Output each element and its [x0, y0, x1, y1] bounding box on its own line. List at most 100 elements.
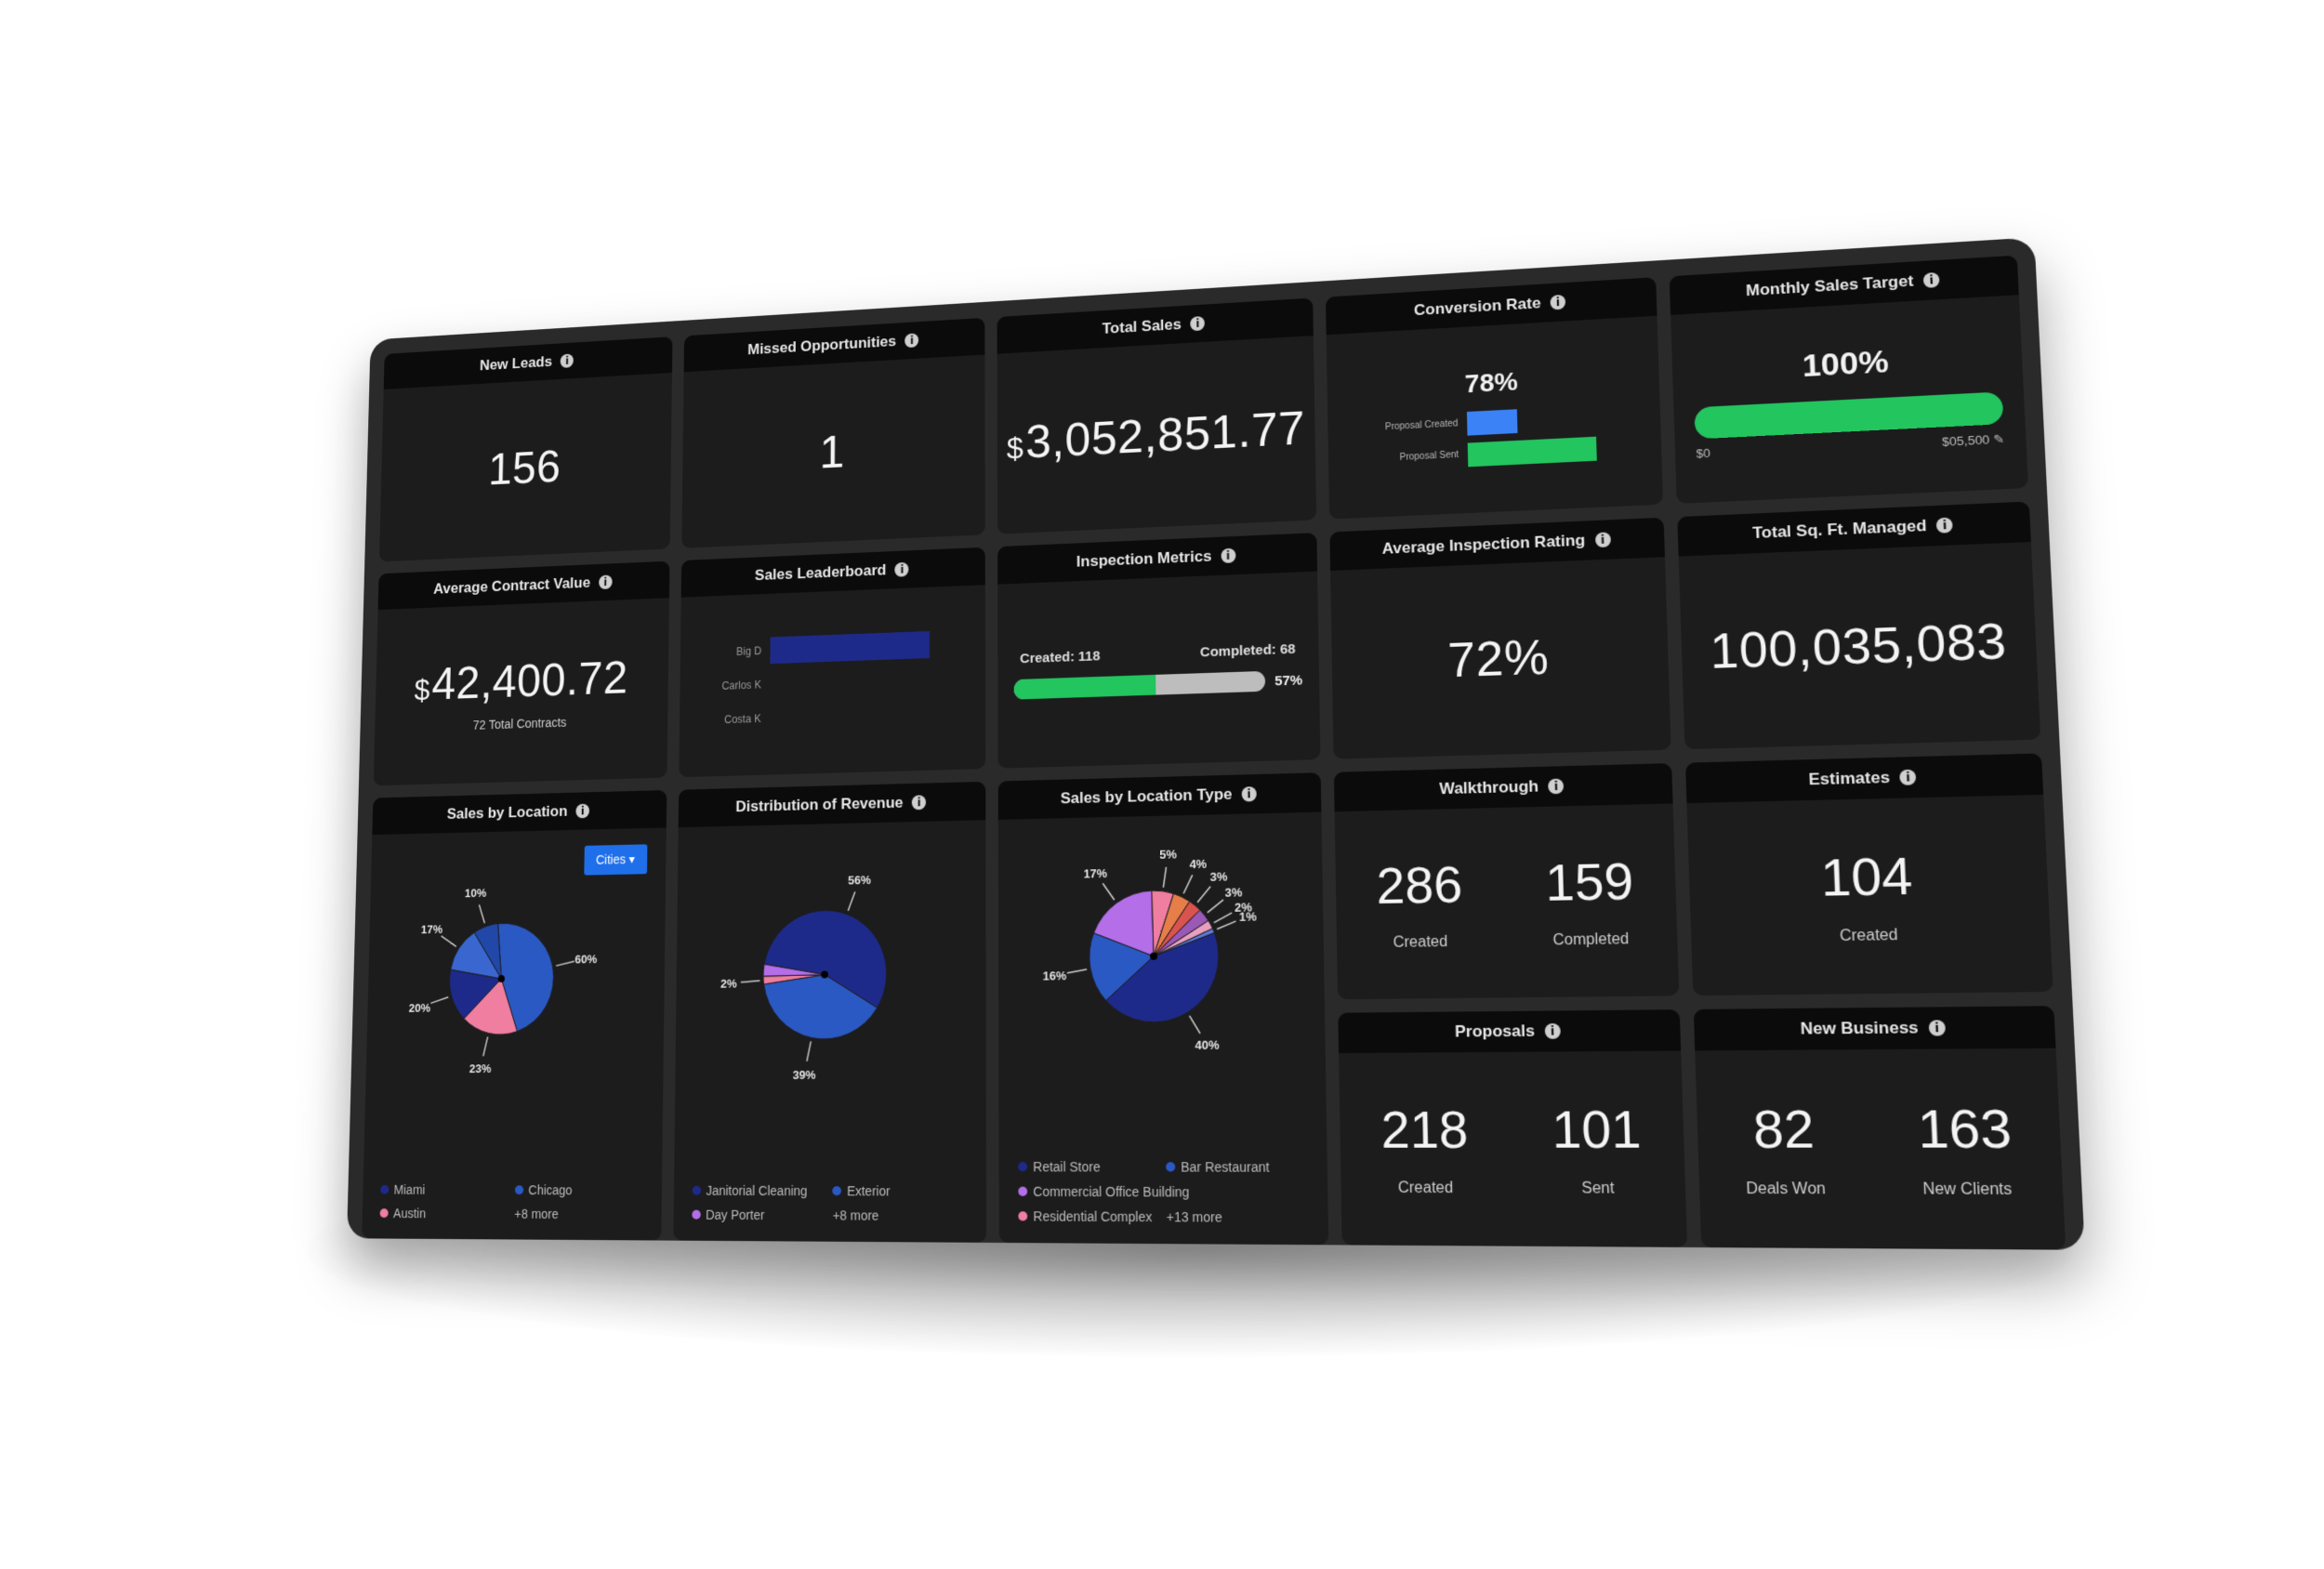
info-icon[interactable]: i	[1241, 786, 1256, 801]
legend-item[interactable]: Bar Restaurant	[1166, 1159, 1307, 1175]
info-icon[interactable]: i	[1544, 1023, 1560, 1039]
pie-area: 40% 16% 17% 5% 4% 3% 3% 2% 1%	[998, 812, 1327, 1160]
leaderboard-name: Big D	[698, 644, 771, 659]
legend-item[interactable]: Austin	[380, 1206, 507, 1220]
stat-pair: 286 Created 159 Completed	[1335, 850, 1678, 953]
legend-label: Austin	[393, 1206, 426, 1220]
conversion-bar-row: Proposal Sent	[1351, 434, 1638, 472]
pie-leader-line	[1183, 875, 1193, 893]
sales-by-location-pie: 60% 23% 20% 17% 10%	[365, 828, 656, 1111]
info-icon[interactable]: i	[1594, 532, 1610, 547]
legend-label: Exterior	[847, 1183, 890, 1198]
pie-data-label: 3%	[1225, 885, 1243, 899]
card-conversion-rate: Conversion Rate i 78% Proposal Created P…	[1326, 277, 1664, 520]
scale-max: $05,500 ✎	[1942, 431, 2005, 450]
card-title: Walkthrough	[1439, 777, 1538, 798]
card-total-sales: Total Sales i $3,052,851.77	[997, 298, 1316, 534]
card-sales-by-location: Sales by Location i Cities ▾ 60% 23% 20% 17…	[362, 790, 667, 1240]
dashboard-grid: New Leads i 156 Missed Opportunities i 1…	[363, 256, 2066, 1232]
pie-data-label: 40%	[1195, 1038, 1219, 1052]
dashboard-board: New Leads i 156 Missed Opportunities i 1…	[347, 237, 2085, 1249]
proposals-sent-value: 101	[1551, 1100, 1642, 1161]
total-sales-value: $3,052,851.77	[1007, 401, 1306, 469]
card-missed-opportunities: Missed Opportunities i 1	[681, 318, 985, 548]
conversion-bar-label: Proposal Sent	[1351, 449, 1468, 465]
inspection-fill	[1013, 675, 1155, 700]
legend-dot	[1166, 1162, 1175, 1171]
info-icon[interactable]: i	[905, 333, 918, 348]
info-icon[interactable]: i	[575, 804, 589, 819]
pie-leader-line	[740, 981, 759, 982]
walkthrough-completed-label: Completed	[1552, 931, 1629, 950]
legend-dot	[692, 1186, 700, 1195]
info-icon[interactable]: i	[1551, 295, 1566, 310]
monthly-target-fill	[1695, 391, 2004, 439]
info-icon[interactable]: i	[1923, 272, 1940, 288]
pie-leader-line	[807, 1041, 811, 1061]
legend-dot	[1019, 1187, 1028, 1196]
legend-dot	[1018, 1162, 1027, 1171]
card-sales-by-location-type: Sales by Location Type i 40% 16% 17% 5% 4% 3%…	[998, 772, 1328, 1245]
legend-item[interactable]: Retail Store	[1018, 1159, 1156, 1175]
pie-data-label: 20%	[409, 1001, 431, 1014]
legend-dot	[380, 1208, 389, 1218]
info-icon[interactable]: i	[561, 353, 574, 368]
estimates-value: 104	[1819, 846, 1913, 908]
card-title: New Business	[1800, 1018, 1919, 1038]
conversion-bar	[1467, 409, 1517, 435]
info-icon[interactable]: i	[1190, 316, 1205, 331]
new-leads-value: 156	[488, 441, 561, 495]
inspection-labels: Created: 118 Completed: 68	[1020, 641, 1296, 666]
proposals-created-label: Created	[1398, 1180, 1454, 1197]
info-icon[interactable]: i	[599, 574, 613, 589]
leaderboard-bar	[770, 630, 930, 663]
legend-dot	[380, 1185, 389, 1194]
stat-pair: 218 Created 101 Sent	[1340, 1099, 1686, 1198]
card-title: Inspection Metrics	[1076, 547, 1212, 572]
legend-more[interactable]: +13 more	[1167, 1209, 1308, 1225]
card-new-leads: New Leads i 156	[379, 336, 672, 561]
legend-item[interactable]: Miami	[380, 1182, 507, 1197]
card-avg-inspection-rating: Average Inspection Rating i 72%	[1329, 518, 1671, 759]
deals-won-value: 82	[1752, 1099, 1816, 1161]
info-icon[interactable]: i	[1900, 770, 1917, 785]
pie-leader-line	[1103, 883, 1114, 900]
legend-item[interactable]: Janitorial Cleaning	[692, 1183, 824, 1198]
legend-item[interactable]: Commercial Office Building	[1019, 1184, 1308, 1200]
info-icon[interactable]: i	[1936, 518, 1953, 534]
info-icon[interactable]: i	[1548, 779, 1564, 795]
card-sales-leaderboard: Sales Leaderboard i Big D Carlos K Costa…	[679, 547, 985, 778]
pie-data-label: 4%	[1190, 857, 1208, 871]
card-title: Sales by Location Type	[1061, 785, 1233, 809]
pie-leader-line	[1190, 1016, 1201, 1034]
legend-more[interactable]: +8 more	[514, 1206, 642, 1222]
pie-leader-line	[479, 904, 485, 923]
info-icon[interactable]: i	[1928, 1020, 1946, 1035]
deals-won-label: Deals Won	[1746, 1180, 1826, 1199]
pie-leader-line	[483, 1036, 488, 1056]
new-clients-label: New Clients	[1922, 1180, 2013, 1199]
info-icon[interactable]: i	[912, 795, 926, 810]
card-total-sqft: Total Sq. Ft. Managed i 100,035,083	[1678, 502, 2041, 750]
card-new-business: New Business i 82 Deals Won 163 New Client…	[1694, 1006, 2066, 1249]
pie-area: 56% 39% 2%	[674, 820, 986, 1183]
walkthrough-completed-value: 159	[1544, 851, 1634, 913]
conversion-bar-label: Proposal Created	[1351, 418, 1468, 434]
info-icon[interactable]: i	[1221, 548, 1235, 563]
card-monthly-sales-target: Monthly Sales Target i 100% $0 $05,500 ✎	[1670, 256, 2028, 504]
legend-item[interactable]: Chicago	[515, 1182, 643, 1197]
pie-leader-line	[1163, 867, 1167, 888]
legend-item[interactable]: Day Porter	[692, 1207, 824, 1223]
leaderboard-list: Big D Carlos K Costa K	[697, 626, 967, 737]
legend-item[interactable]: Residential Complex	[1019, 1208, 1157, 1224]
total-sqft-value: 100,035,083	[1710, 613, 2008, 680]
legend-dot	[1019, 1211, 1028, 1220]
legend-label: Miami	[394, 1182, 426, 1197]
pencil-icon[interactable]: ✎	[1993, 431, 2005, 446]
info-icon[interactable]: i	[895, 562, 909, 577]
legend-label: Commercial Office Building	[1033, 1184, 1189, 1200]
legend-label: Janitorial Cleaning	[706, 1183, 807, 1198]
legend-item[interactable]: Exterior	[833, 1183, 968, 1199]
legend-more[interactable]: +8 more	[833, 1207, 968, 1223]
legend-label: Residential Complex	[1033, 1208, 1152, 1224]
